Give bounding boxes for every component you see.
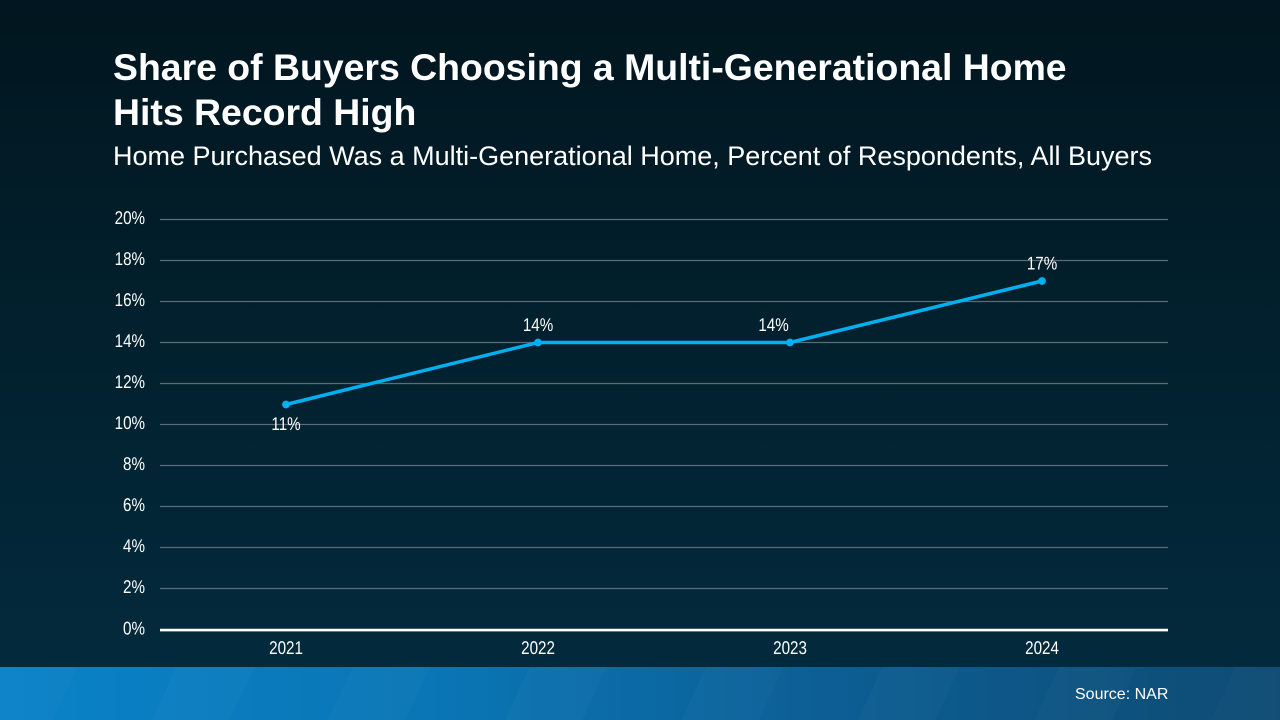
svg-text:6%: 6% — [123, 494, 145, 515]
svg-text:14%: 14% — [758, 314, 788, 335]
svg-text:14%: 14% — [115, 330, 145, 351]
svg-text:0%: 0% — [123, 617, 145, 638]
svg-text:2021: 2021 — [269, 637, 303, 658]
svg-text:2%: 2% — [123, 576, 145, 597]
svg-text:2024: 2024 — [1025, 637, 1059, 658]
svg-text:20%: 20% — [115, 207, 145, 228]
svg-text:8%: 8% — [123, 453, 145, 474]
svg-text:12%: 12% — [115, 371, 145, 392]
svg-text:17%: 17% — [1027, 252, 1057, 273]
svg-text:2023: 2023 — [773, 637, 807, 658]
svg-text:16%: 16% — [115, 289, 145, 310]
svg-text:10%: 10% — [115, 412, 145, 433]
svg-text:4%: 4% — [123, 535, 145, 556]
svg-text:2022: 2022 — [521, 637, 555, 658]
svg-text:14%: 14% — [523, 314, 553, 335]
svg-text:11%: 11% — [271, 413, 300, 434]
svg-text:18%: 18% — [115, 248, 145, 269]
